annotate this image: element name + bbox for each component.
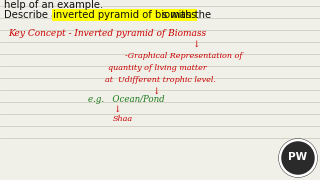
Text: -Graphical Representation of: -Graphical Representation of <box>125 52 242 60</box>
Text: s with the: s with the <box>162 10 211 20</box>
Text: Shaa: Shaa <box>113 115 133 123</box>
Text: at  Udifferent trophic level.: at Udifferent trophic level. <box>105 76 216 84</box>
Text: PW: PW <box>288 152 308 162</box>
Text: ↓: ↓ <box>152 87 159 96</box>
Text: quantity of living matter: quantity of living matter <box>108 64 207 72</box>
Text: e.g.   Ocean/Pond: e.g. Ocean/Pond <box>88 95 164 104</box>
Text: help of an example.: help of an example. <box>4 0 103 10</box>
Text: inverted pyramid of biomass: inverted pyramid of biomass <box>52 10 196 20</box>
Text: ↓: ↓ <box>113 105 121 114</box>
Text: Key Concept - Inverted pyramid of Biomass: Key Concept - Inverted pyramid of Biomas… <box>8 29 206 38</box>
Text: ↓: ↓ <box>192 40 199 49</box>
Circle shape <box>279 139 317 177</box>
Text: Describe an: Describe an <box>4 10 67 20</box>
